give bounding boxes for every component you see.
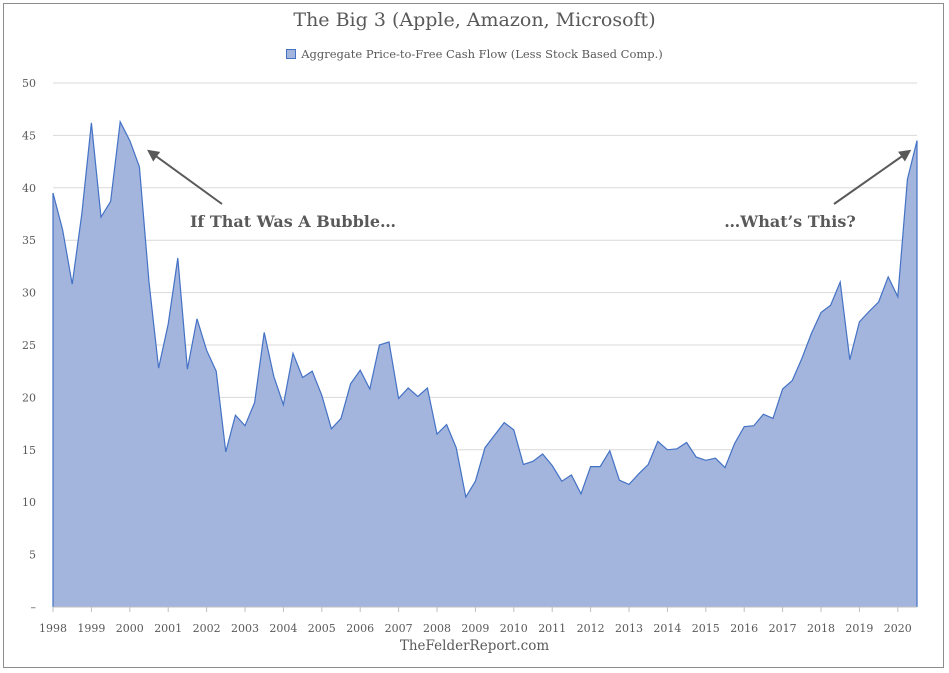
x-tick-label: 2011 (538, 622, 566, 635)
legend-swatch (286, 49, 297, 59)
y-tick-label: – (31, 601, 37, 614)
series-area (52, 119, 918, 608)
legend-label: Aggregate Price-to-Free Cash Flow (Less … (301, 47, 663, 61)
x-tick-label: 2018 (807, 622, 835, 635)
x-tick-label: 2014 (653, 622, 681, 635)
annotation-bubble-text: If That Was A Bubble… (190, 212, 396, 231)
x-tick-label: 2017 (769, 622, 797, 635)
credit-footer: TheFelderReport.com (399, 638, 550, 654)
annotation-whats-this-text: …What’s This? (724, 212, 856, 231)
x-tick-label: 2004 (269, 622, 297, 635)
chart-title: The Big 3 (Apple, Amazon, Microsoft) (293, 9, 656, 31)
y-tick-label: 50 (22, 77, 36, 90)
x-tick-label: 2005 (308, 622, 336, 635)
x-tick-label: 2007 (385, 622, 413, 635)
x-tick-label: 2000 (116, 622, 144, 635)
x-tick-label: 2019 (845, 622, 873, 635)
x-tick-label: 2015 (692, 622, 720, 635)
y-tick-label: 45 (22, 129, 36, 142)
y-tick-label: 30 (22, 287, 36, 300)
y-tick-label: 20 (22, 391, 36, 404)
x-axis: 1998 1999 2000 2001 2002 2003 2004 2005 2006 2007… (39, 606, 917, 635)
annotations: If That Was A Bubble… …What’s This? (147, 149, 912, 231)
y-tick-label: 5 (29, 549, 36, 562)
x-tick-label: 2003 (231, 622, 259, 635)
x-tick-label: 2016 (730, 622, 758, 635)
area-fill (53, 121, 917, 608)
y-tick-label: 35 (22, 234, 36, 247)
x-tick-label: 2001 (154, 622, 182, 635)
x-tick-label: 2006 (346, 622, 374, 635)
area-line (52, 119, 918, 499)
x-tick-label: 2009 (461, 622, 489, 635)
chart-frame (3, 3, 944, 668)
y-axis: – 5 10 15 20 25 30 35 40 45 50 (22, 77, 37, 614)
x-tick-label: 1999 (77, 622, 105, 635)
y-tick-label: 10 (22, 496, 36, 509)
y-tick-label: 25 (22, 339, 36, 352)
x-tick-label: 2008 (423, 622, 451, 635)
legend: Aggregate Price-to-Free Cash Flow (Less … (0, 47, 949, 61)
x-tick-label: 2013 (615, 622, 643, 635)
x-tick-label: 1998 (39, 622, 67, 635)
x-tick-label: 2020 (884, 622, 912, 635)
y-tick-label: 15 (22, 444, 36, 457)
x-tick-label: 2002 (193, 622, 221, 635)
y-tick-label: 40 (22, 182, 36, 195)
annotation-arrow-left (147, 149, 223, 205)
annotation-arrow-right (833, 149, 912, 205)
x-tick-label: 2010 (500, 622, 528, 635)
x-tick-label: 2012 (577, 622, 605, 635)
